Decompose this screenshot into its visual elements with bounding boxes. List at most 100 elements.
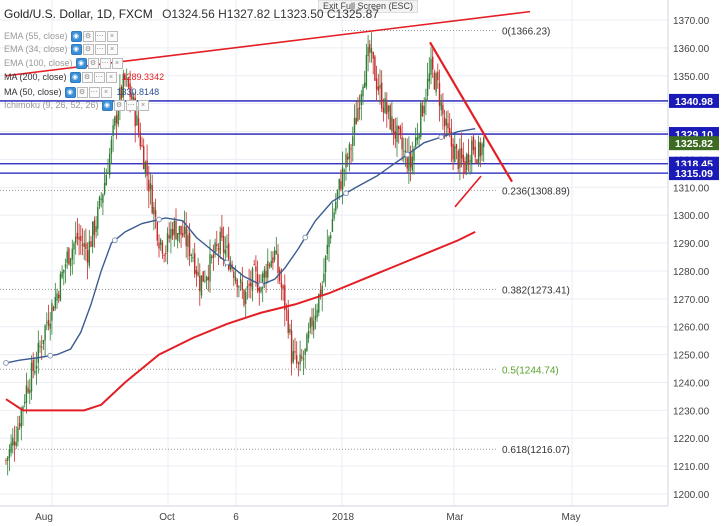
candle [284,274,286,327]
candle [472,133,475,155]
indicator-row[interactable]: EMA (34, close) ◉ ⚙ ⋯ × [4,43,119,56]
candle-body [272,257,274,264]
candle-body [275,250,277,254]
y-tick-label: 1270.00 [673,295,710,306]
exit-fullscreen-button[interactable]: Exit Full Screen (ESC) [318,0,419,13]
candle [365,43,368,90]
indicator-controls: ◉ ⚙ ⋯ × [75,57,124,70]
y-tick-label: 1230.00 [673,406,710,417]
close-icon[interactable]: × [106,31,118,43]
eye-icon[interactable]: ◉ [64,87,76,99]
close-price-tag [669,136,719,151]
gear-icon[interactable]: ⋯ [94,31,106,43]
indicator-row[interactable]: MA (50, close) ◉ ⚙ ⋯ × 1330.8148 [4,86,159,99]
candle [7,456,9,476]
candle-body [251,268,254,291]
close-icon[interactable]: × [137,100,149,112]
candle-body [51,303,53,321]
settings-icon[interactable]: ⚙ [76,87,88,99]
gear-icon[interactable]: ⋯ [125,100,137,112]
price-tag-label: 1325.82 [675,138,713,150]
ma50-marker [111,237,118,244]
candle [372,51,374,75]
y-tick-label: 1360.00 [673,44,710,55]
close-icon[interactable]: × [111,58,123,70]
settings-icon[interactable]: ⚙ [87,58,99,70]
gear-icon[interactable]: ⋯ [94,44,106,56]
candle [447,110,449,136]
candle [194,242,196,278]
close-icon[interactable]: × [105,72,117,84]
candle-body [187,235,189,247]
candle-body [239,279,242,283]
candle-body [222,235,225,253]
candle [282,284,284,301]
candle [425,88,427,116]
candle-body [117,109,119,125]
candle [221,214,223,242]
candlestick-series [5,32,485,476]
candle [122,69,124,103]
candle-body [372,52,374,59]
eye-icon[interactable]: ◉ [75,58,87,70]
candle-body [136,115,138,126]
candle-body [398,125,400,130]
close-icon[interactable]: × [100,87,112,99]
x-tick-label: May [562,512,581,523]
indicator-row[interactable]: MA (200, close) ◉ ⚙ ⋯ × 1289.3342 [4,71,164,84]
candle-body [160,239,162,245]
x-tick-label: Mar [446,512,464,523]
candle [364,70,366,89]
candle [248,268,250,298]
candle [360,90,362,121]
settings-icon[interactable]: ⚙ [113,100,125,112]
candle-body [477,141,480,164]
candle [398,125,400,144]
candle [151,174,153,215]
eye-icon[interactable]: ◉ [70,44,82,56]
settings-icon[interactable]: ⚙ [82,44,94,56]
indicator-row[interactable]: EMA (100, close) ◉ ⚙ ⋯ × [4,57,124,70]
gear-icon[interactable]: ⋯ [99,58,111,70]
settings-icon[interactable]: ⚙ [82,31,94,43]
candle-body [75,236,77,244]
indicator-label: EMA (34, close) [4,44,68,54]
gear-icon[interactable]: ⋯ [88,87,100,99]
candle [234,265,237,285]
candle [391,100,393,134]
candle-body [166,233,169,252]
candle-body [364,82,366,88]
candle-body [352,136,354,146]
candle [51,299,53,335]
close-icon[interactable]: × [106,44,118,56]
candle-body [141,145,143,147]
candle [301,348,303,362]
candle [331,202,334,233]
candle [362,83,364,105]
candle [54,282,56,311]
indicator-row[interactable]: EMA (55, close) ◉ ⚙ ⋯ × [4,30,119,43]
candle [211,254,213,264]
eye-icon[interactable]: ◉ [101,100,113,112]
candle-body [258,287,260,293]
candle [190,253,192,263]
eye-icon[interactable]: ◉ [70,31,82,43]
candle-body [233,271,235,278]
candle-body [66,251,68,264]
candle [272,251,274,270]
settings-icon[interactable]: ⚙ [81,72,93,84]
eye-icon[interactable]: ◉ [69,72,81,84]
candle [452,138,454,171]
candle-body [92,221,94,247]
gear-icon[interactable]: ⋯ [93,72,105,84]
indicator-row[interactable]: Ichimoku (9, 26, 52, 26) ◉ ⚙ ⋯ × [4,99,150,112]
candle-body [316,309,318,318]
price-tag-label: 1340.98 [675,96,713,108]
candle-body [59,273,62,302]
candle-body [42,339,45,344]
candle [457,148,459,174]
candle [39,340,41,353]
candle-body [197,271,199,276]
